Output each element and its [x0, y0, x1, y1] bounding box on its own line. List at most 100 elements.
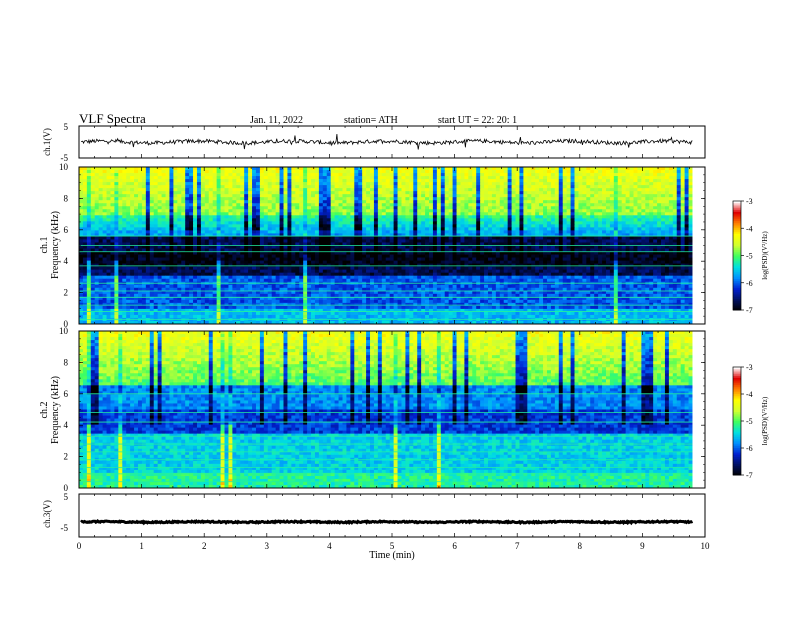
spectrogram-cell: [429, 188, 433, 191]
spectrogram-cell: [637, 206, 641, 209]
spectrogram-cell: [185, 258, 189, 261]
spectrogram-cell: [287, 212, 291, 215]
spectrogram-cell: [496, 221, 500, 224]
spectrogram-cell: [685, 236, 689, 239]
spectrogram-cell: [339, 194, 343, 197]
spectrogram-cell: [185, 218, 189, 221]
spectrogram-cell: [91, 261, 95, 264]
spectrogram-cell: [315, 188, 319, 191]
spectrogram-cell: [114, 206, 118, 209]
spectrogram-cell: [134, 255, 138, 258]
spectrogram-cell: [287, 182, 291, 185]
spectrogram-cell: [177, 170, 181, 173]
spectrogram-cell: [610, 224, 614, 227]
spectrogram-cell: [146, 173, 150, 176]
spectrogram-cell: [445, 191, 449, 194]
spectrogram-cell: [523, 239, 527, 242]
spectrogram-cell: [307, 167, 311, 170]
spectrogram-cell: [142, 227, 146, 230]
spectrogram-cell: [590, 209, 594, 212]
spectrogram-cell: [633, 230, 637, 233]
spectrogram-cell: [142, 206, 146, 209]
spectrogram-cell: [205, 191, 209, 194]
spectrogram-cell: [103, 224, 107, 227]
spectrogram-cell: [649, 191, 653, 194]
spectrogram-cell: [327, 230, 331, 233]
spectrogram-cell: [213, 188, 217, 191]
spectrogram-cell: [138, 212, 142, 215]
spectrogram-cell: [496, 167, 500, 170]
spectrogram-cell: [657, 255, 661, 258]
spectrogram-cell: [641, 230, 645, 233]
spectrogram-cell: [398, 255, 402, 258]
spectrogram-cell: [107, 239, 111, 242]
spectrogram-cell: [472, 218, 476, 221]
spectrogram-cell: [508, 224, 512, 227]
spectrogram-cell: [610, 167, 614, 170]
spectrogram-cell: [126, 173, 130, 176]
spectrogram-cell: [378, 215, 382, 218]
spectrogram-cell: [138, 173, 142, 176]
spectrogram-cell: [657, 197, 661, 200]
spectrogram-cell: [260, 261, 264, 264]
spectrogram-cell: [138, 236, 142, 239]
spectrogram-cell: [484, 191, 488, 194]
spectrogram-cell: [130, 194, 134, 197]
spectrogram-cell: [453, 227, 457, 230]
spectrogram-cell: [492, 191, 496, 194]
spectrogram-cell: [146, 215, 150, 218]
spectrogram-cell: [354, 173, 358, 176]
spectrogram-cell: [189, 167, 193, 170]
spectrogram-cell: [331, 215, 335, 218]
spectrogram-cell: [657, 209, 661, 212]
spectrogram-cell: [291, 221, 295, 224]
spectrogram-cell: [484, 203, 488, 206]
spectrogram-cell: [154, 258, 158, 261]
spectrogram-cell: [276, 261, 280, 264]
spectrogram-cell: [350, 218, 354, 221]
spectrogram-cell: [594, 188, 598, 191]
spectrogram-cell: [287, 239, 291, 242]
spectrogram-cell: [299, 200, 303, 203]
spectrogram-cell: [622, 224, 626, 227]
spectrogram-cell: [535, 191, 539, 194]
spectrogram-cell: [213, 185, 217, 188]
spectrogram-cell: [177, 258, 181, 261]
spectrogram-cell: [236, 176, 240, 179]
spectrogram-cell: [150, 224, 154, 227]
spectrogram-cell: [602, 194, 606, 197]
spectrogram-cell: [413, 227, 417, 230]
spectrogram-cell: [496, 206, 500, 209]
spectrogram-cell: [551, 215, 555, 218]
spectrogram-cell: [283, 236, 287, 239]
spectrogram-cell: [118, 188, 122, 191]
spectrogram-cell: [256, 258, 260, 261]
spectrogram-cell: [323, 188, 327, 191]
spectrogram-cell: [87, 200, 91, 203]
spectrogram-cell: [91, 227, 95, 230]
spectrogram-cell: [154, 221, 158, 224]
spectrogram-cell: [539, 176, 543, 179]
spectrogram-cell: [248, 167, 252, 170]
spectrogram-cell: [417, 221, 421, 224]
spectrogram-cell: [291, 191, 295, 194]
spectrogram-cell: [319, 236, 323, 239]
spectrogram-cell: [429, 212, 433, 215]
spectrogram-cell: [637, 212, 641, 215]
spectrogram-cell: [673, 200, 677, 203]
spectrogram-cell: [339, 191, 343, 194]
spectrogram-cell: [594, 194, 598, 197]
spectrogram-cell: [95, 258, 99, 261]
spectrogram-cell: [445, 212, 449, 215]
spectrogram-cell: [138, 197, 142, 200]
spectrogram-cell: [575, 239, 579, 242]
spectrogram-cell: [339, 236, 343, 239]
spectrogram-cell: [394, 212, 398, 215]
spectrogram-cell: [295, 261, 299, 264]
spectrogram-cell: [453, 246, 457, 249]
spectrogram-cell: [107, 173, 111, 176]
spectrogram-cell: [335, 197, 339, 200]
spectrogram-cell: [633, 179, 637, 182]
spectrogram-cell: [146, 167, 150, 170]
spectrogram-cell: [244, 200, 248, 203]
